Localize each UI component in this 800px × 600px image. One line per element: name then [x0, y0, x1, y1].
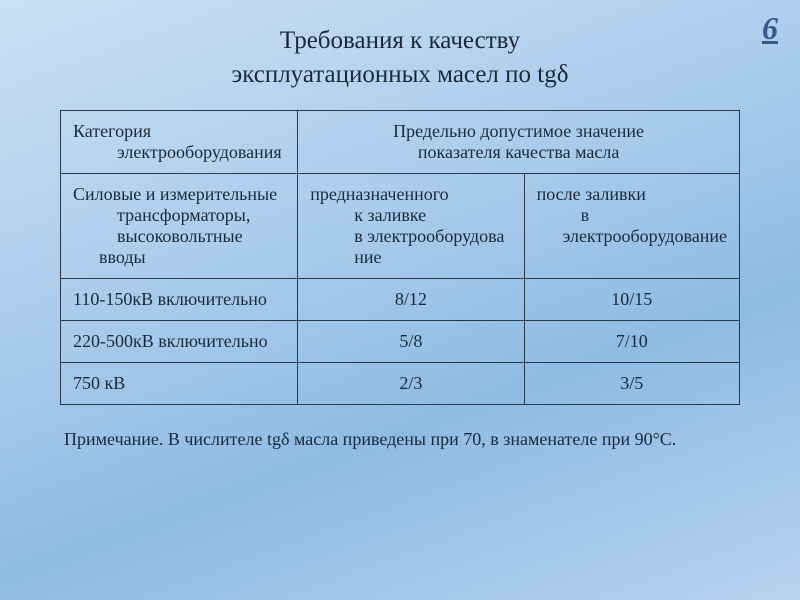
title-line-1: Требования к качеству	[280, 27, 520, 54]
header-category-line1: Категория	[73, 121, 151, 141]
table-row: 750 кВ 2/3 3/5	[61, 362, 740, 404]
subheader-mid-1: предназначенного	[310, 184, 448, 204]
row-value-before: 5/8	[298, 320, 524, 362]
header-cell-limit: Предельно допустимое значение показателя…	[298, 110, 740, 173]
row-value-after: 3/5	[524, 362, 739, 404]
table-row: 220-500кВ включительно 5/8 7/10	[61, 320, 740, 362]
subheader-mid-3: в электрооборудова	[354, 226, 504, 246]
row-label: 220-500кВ включительно	[61, 320, 298, 362]
header-cell-category: Категория электрооборудования	[61, 110, 298, 173]
table-subheader-row: Силовые и измерительные трансформаторы, …	[61, 173, 740, 278]
table-row: 110-150кВ включительно 8/12 10/15	[61, 278, 740, 320]
page-number: 6	[762, 10, 778, 47]
subheader-left-2: трансформаторы,	[117, 205, 250, 225]
slide: 6 Требования к качеству эксплуатационных…	[0, 0, 800, 600]
row-value-after: 7/10	[524, 320, 739, 362]
subheader-after-fill: после заливки в электрооборудование	[524, 173, 739, 278]
header-limit-line2: показателя качества масла	[418, 142, 619, 162]
table-header-row: Категория электрооборудования Предельно …	[61, 110, 740, 173]
subheader-before-fill: предназначенного к заливке в электрообор…	[298, 173, 524, 278]
subheader-right-2: в электрооборудование	[563, 205, 727, 246]
subheader-right-1: после заливки	[537, 184, 646, 204]
subheader-left-1: Силовые и измерительные	[73, 184, 277, 204]
row-label: 750 кВ	[61, 362, 298, 404]
footnote: Примечание. В числителе tgδ масла привед…	[60, 429, 740, 450]
subheader-mid-4: ние	[354, 247, 381, 267]
row-value-before: 2/3	[298, 362, 524, 404]
row-value-after: 10/15	[524, 278, 739, 320]
row-label: 110-150кВ включительно	[61, 278, 298, 320]
subheader-mid-2: к заливке	[354, 205, 426, 225]
row-value-before: 8/12	[298, 278, 524, 320]
slide-title: Требования к качеству эксплуатационных м…	[60, 24, 740, 92]
requirements-table: Категория электрооборудования Предельно …	[60, 110, 740, 405]
subheader-equipment: Силовые и измерительные трансформаторы, …	[61, 173, 298, 278]
title-line-2: эксплуатационных масел по tgδ	[231, 61, 568, 88]
header-category-line2: электрооборудования	[117, 142, 282, 162]
subheader-left-3: высоковольтные вводы	[99, 226, 243, 267]
header-limit-line1: Предельно допустимое значение	[393, 121, 644, 141]
